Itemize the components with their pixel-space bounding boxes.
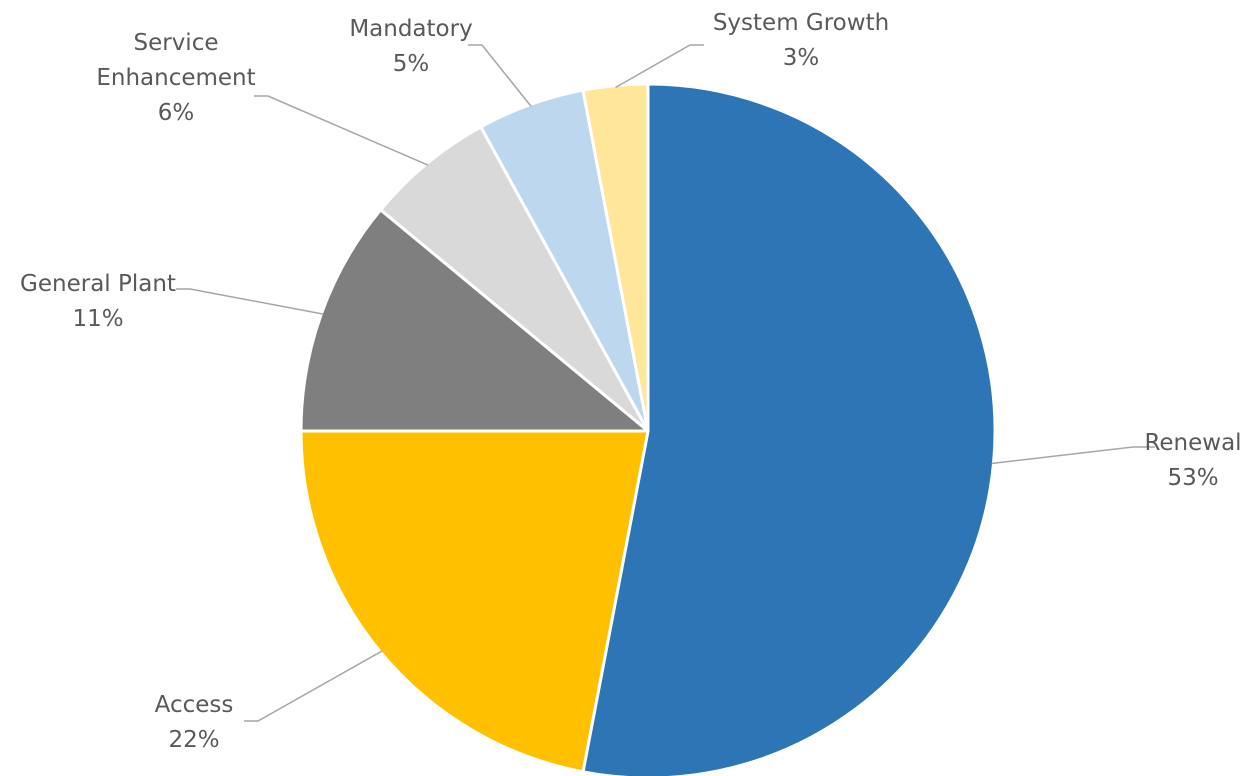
percent-label: 11% (72, 306, 123, 332)
data-labels: Renewal 53% Access 22% General Plant 11% Servi… (20, 10, 1242, 753)
pie-slices (299, 82, 997, 776)
data-label-mandatory: Mandatory 5% (349, 16, 472, 77)
pie-slice-service-enhancement (379, 125, 650, 433)
data-label-renewal: Renewal 53% (1144, 430, 1241, 491)
category-label: Access (155, 692, 234, 718)
leader-line-access (244, 650, 383, 722)
category-label: Service (133, 30, 218, 56)
percent-label: 5% (393, 51, 430, 77)
percent-label: 22% (168, 727, 219, 753)
pie-slice-system-growth (581, 82, 650, 433)
category-label: Mandatory (349, 16, 472, 42)
data-label-service-enhancement: Service Enhancement 6% (96, 30, 255, 126)
data-label-access: Access 22% (155, 692, 234, 753)
leader-line-mandatory (468, 44, 532, 107)
data-label-system-growth: System Growth 3% (713, 10, 889, 71)
leader-line-renewal (991, 446, 1155, 465)
category-label: System Growth (713, 10, 889, 36)
category-label: General Plant (20, 271, 176, 297)
category-label: Enhancement (96, 65, 255, 91)
percent-label: 6% (158, 100, 195, 126)
leader-line-general-plant (176, 288, 324, 315)
percent-label: 3% (783, 45, 820, 71)
leader-lines (176, 44, 1155, 722)
percent-label: 53% (1167, 465, 1218, 491)
data-label-general-plant: General Plant 11% (20, 271, 176, 332)
leader-line-system-growth (615, 44, 704, 89)
category-label: Renewal (1144, 430, 1241, 456)
leader-line-service-enhancement (254, 95, 429, 166)
